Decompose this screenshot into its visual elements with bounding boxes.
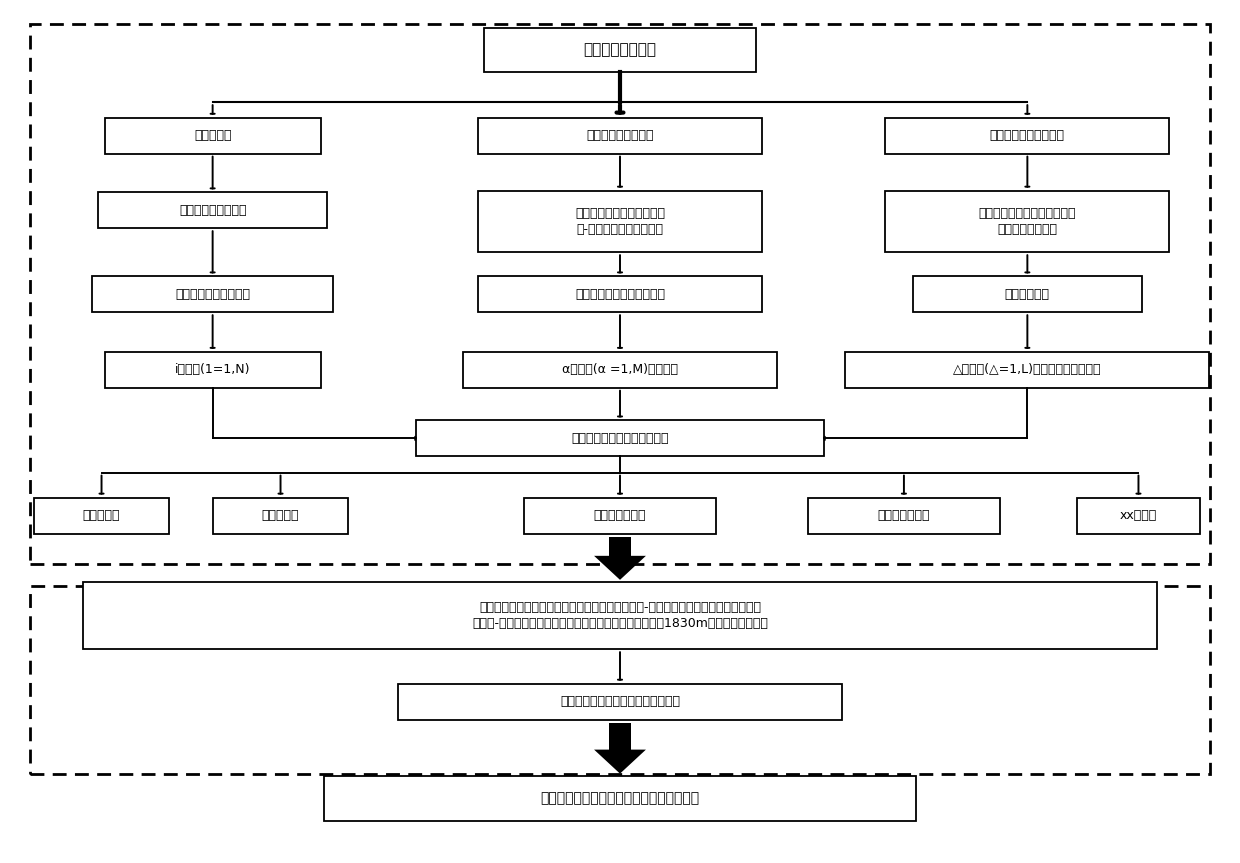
FancyBboxPatch shape <box>479 191 761 252</box>
Text: xx薄弱区: xx薄弱区 <box>1120 509 1157 522</box>
Text: 拱梁法计算: 拱梁法计算 <box>193 129 232 142</box>
FancyBboxPatch shape <box>846 352 1209 387</box>
FancyBboxPatch shape <box>808 498 999 533</box>
Text: 抗裂措施设计，例如从几何上提高对称性；从力学-变形上提高刚度改善基础均一性；
从力学-强度上改善应力、设置钢筋等），案例：锦屏右岸1830m高程下游大贴角。: 抗裂措施设计，例如从几何上提高对称性；从力学-变形上提高刚度改善基础均一性； 从… <box>472 602 768 630</box>
Polygon shape <box>594 750 646 773</box>
FancyBboxPatch shape <box>324 776 916 821</box>
Text: 变形稳定薄弱区: 变形稳定薄弱区 <box>878 509 930 522</box>
Text: 受力特点和高应力区: 受力特点和高应力区 <box>179 204 247 217</box>
Text: 拱坝体形设计设计: 拱坝体形设计设计 <box>584 42 656 58</box>
FancyBboxPatch shape <box>885 117 1169 154</box>
Bar <box>609 723 631 750</box>
Text: 几何薄弱区: 几何薄弱区 <box>83 509 120 522</box>
Text: 线弹性有限元法计算: 线弹性有限元法计算 <box>587 129 653 142</box>
FancyBboxPatch shape <box>104 117 321 154</box>
FancyBboxPatch shape <box>525 498 715 533</box>
Text: 单项抗裂措施效果分析、调整和选择: 单项抗裂措施效果分析、调整和选择 <box>560 695 680 709</box>
Text: 应力强度薄弱区: 应力强度薄弱区 <box>594 509 646 522</box>
FancyBboxPatch shape <box>92 276 334 312</box>
Text: 塑性区、起裂区、早裂区、易
扩展区和破坏模式: 塑性区、起裂区、早裂区、易 扩展区和破坏模式 <box>978 207 1076 236</box>
Text: 刚度薄弱区: 刚度薄弱区 <box>262 509 299 522</box>
FancyBboxPatch shape <box>885 191 1169 252</box>
FancyBboxPatch shape <box>484 28 756 72</box>
Text: 薄弱区综合判断和机理分析。: 薄弱区综合判断和机理分析。 <box>572 432 668 444</box>
Text: 高应力区、应力梯度区和压
拉-拉拉受力区、点安全度: 高应力区、应力梯度区和压 拉-拉拉受力区、点安全度 <box>575 207 665 236</box>
Text: 开裂薄弱区判定和机理分析: 开裂薄弱区判定和机理分析 <box>575 287 665 301</box>
FancyBboxPatch shape <box>463 352 777 387</box>
FancyBboxPatch shape <box>212 498 348 533</box>
Text: 综合措施抗裂效果计算分析或模型试验验证: 综合措施抗裂效果计算分析或模型试验验证 <box>541 791 699 805</box>
FancyBboxPatch shape <box>104 352 321 387</box>
Text: i薄弱区(1=1,N): i薄弱区(1=1,N) <box>175 363 250 376</box>
FancyBboxPatch shape <box>1076 498 1200 533</box>
Text: 开裂机理分析: 开裂机理分析 <box>1004 287 1050 301</box>
Bar <box>609 537 631 556</box>
FancyBboxPatch shape <box>83 583 1157 649</box>
FancyBboxPatch shape <box>398 683 842 720</box>
FancyBboxPatch shape <box>98 192 327 229</box>
FancyBboxPatch shape <box>913 276 1142 312</box>
Polygon shape <box>594 556 646 580</box>
Text: 非线性计算和模型试验: 非线性计算和模型试验 <box>990 129 1065 142</box>
FancyBboxPatch shape <box>479 117 761 154</box>
FancyBboxPatch shape <box>33 498 170 533</box>
FancyBboxPatch shape <box>479 276 761 312</box>
FancyBboxPatch shape <box>417 420 823 457</box>
Text: α薄弱区(α =1,M)开裂机理: α薄弱区(α =1,M)开裂机理 <box>562 363 678 376</box>
Text: 常规开裂薄弱部位识别: 常规开裂薄弱部位识别 <box>175 287 250 301</box>
Text: △薄弱区(△=1,L)开裂机理和危害分析: △薄弱区(△=1,L)开裂机理和危害分析 <box>954 363 1101 376</box>
